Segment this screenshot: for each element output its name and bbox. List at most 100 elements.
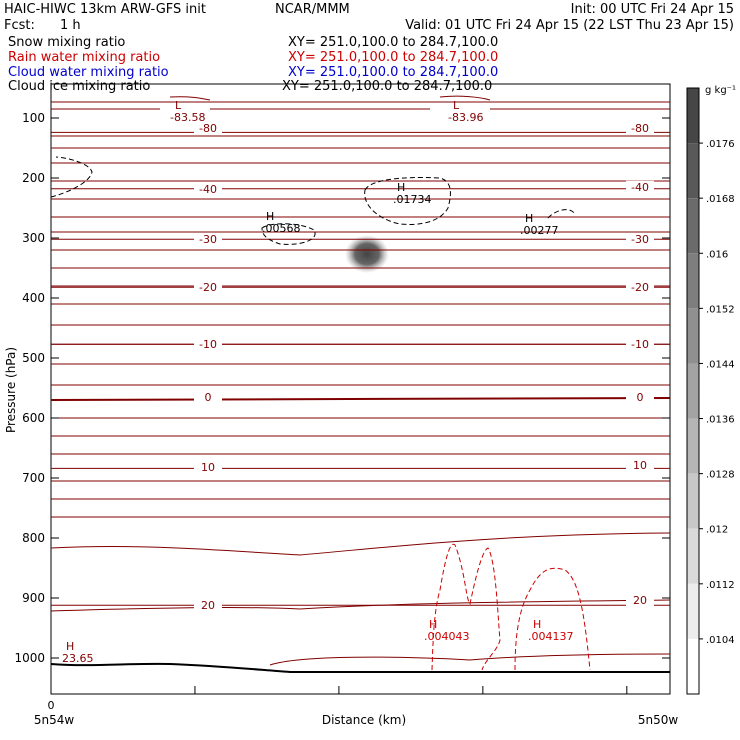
colorbar-tick-label: .0112 [706, 580, 735, 591]
y-tick-label: 100 [22, 111, 45, 125]
extremum-value: 23.65 [62, 652, 94, 665]
snow-contour-1 [50, 156, 93, 198]
contour-label: -20 [631, 281, 649, 294]
y-tick-label: 400 [22, 291, 45, 305]
extremum-mark: H [525, 212, 533, 225]
contour-label: 10 [201, 461, 215, 474]
extremum-mark: H [66, 640, 74, 653]
extremum-value: .00568 [262, 222, 301, 235]
init-label: Init: 00 UTC Fri 24 Apr 15 [570, 2, 734, 17]
colorbar-tick-label: .0144 [706, 359, 735, 370]
y-tick-label: 700 [22, 471, 45, 485]
extremum-value: .004043 [424, 630, 470, 643]
contour-label-bg [626, 390, 654, 403]
colorbar-segment [687, 418, 699, 474]
field-name-1: Rain water mixing ratio [8, 50, 161, 65]
colorbar-frame [686, 87, 700, 695]
extremum-value: -83.96 [448, 111, 483, 124]
colorbar-tick-label: .0136 [706, 415, 735, 426]
model-title: HAIC-HIWC 13km ARW-GFS init [4, 2, 206, 17]
y-axis-label: Pressure (hPa) [4, 347, 18, 433]
y-tick-label: 200 [22, 171, 45, 185]
contour-label: 0 [637, 391, 644, 404]
contour-label: -40 [199, 183, 217, 196]
contour-label: -30 [631, 233, 649, 246]
colorbar-tick-label: .016 [706, 249, 728, 260]
field-xy-3: XY= 251.0,100.0 to 284.7,100.0 [282, 79, 493, 94]
y-tick-label: 1000 [14, 651, 45, 665]
contour-label-bg [194, 183, 222, 196]
extremum-mark: L [175, 99, 182, 112]
contour-label-bg [194, 390, 222, 403]
contour-label-bg [626, 180, 654, 193]
colorbar-segment [687, 198, 699, 254]
valid-label: Valid: 01 UTC Fri 24 Apr 15 (22 LST Thu … [405, 18, 734, 33]
plot-frame [50, 83, 671, 695]
contour-labels: -80 -80 -40 -40 -30 -30 -20 -20 -10 -10 0 0 10 10 20 20 [194, 122, 654, 612]
contour-label-bg [626, 594, 654, 607]
contour-label-bg [194, 122, 222, 134]
contour-label-bg [194, 233, 222, 245]
y-tick-label: 600 [22, 411, 45, 425]
zero-degree-contour [50, 397, 671, 402]
contour-label: -80 [199, 122, 217, 135]
extremum-mark: L [453, 99, 460, 112]
snow-contour-3 [261, 223, 316, 245]
colorbar-segment [687, 88, 699, 144]
contour-label-bg [626, 233, 654, 245]
contour-upper-surface [50, 599, 671, 612]
contour-label-bg [194, 599, 222, 611]
colorbar-tick-label: .0152 [706, 304, 735, 315]
colorbar-tick-label: .012 [706, 525, 728, 536]
colorbar-segment [687, 308, 699, 364]
fcst-value: 1 h [60, 18, 81, 33]
colorbar-unit: g kg⁻¹ [705, 85, 736, 96]
colorbar-segment [687, 528, 699, 584]
extremum-value: -83.58 [170, 111, 205, 124]
contour-label-bg [626, 338, 654, 350]
field-name-2: Cloud water mixing ratio [8, 65, 169, 80]
center-label: NCAR/MMM [275, 2, 350, 17]
field-name-3: Cloud ice mixing ratio [8, 79, 151, 94]
contour-top-3 [169, 95, 491, 101]
extremum-mark: H [266, 210, 274, 223]
contour-label: 20 [201, 599, 215, 612]
terrain-line [50, 662, 670, 673]
rain-contour-1 [431, 543, 501, 671]
extremum-value: .00277 [520, 224, 559, 237]
contour-label-bg [194, 461, 222, 473]
contour-label: 10 [633, 459, 647, 472]
contour-label: -20 [199, 281, 217, 294]
snow-contour-4 [547, 209, 576, 219]
x-endpoint-left: 5n54w [34, 713, 75, 727]
extremum-mark: H [397, 181, 405, 194]
y-tick-label: 300 [22, 231, 45, 245]
contour-label: -30 [199, 233, 217, 246]
x-tick-zero: 0 [48, 699, 55, 712]
snow-contour-2 [364, 177, 451, 225]
contour-label-bg [194, 281, 222, 293]
contour-label: -10 [199, 338, 217, 351]
fcst-label: Fcst: [4, 18, 35, 33]
colorbar-segment [687, 473, 699, 529]
contour-label: -10 [631, 338, 649, 351]
field-name-0: Snow mixing ratio [8, 35, 126, 50]
rain-contour-2 [514, 567, 591, 671]
x-endpoint-right: 5n50w [638, 713, 679, 727]
contour-label-bg [626, 122, 654, 134]
y-tick-label: 900 [22, 591, 45, 605]
colorbar-tick-label: .0128 [706, 470, 735, 481]
contour-label: 20 [633, 594, 647, 607]
y-tick-label: 800 [22, 531, 45, 545]
colorbar: .0176 .0168 .016 .0152 .0144 .0136 .0128 .012 .0… [687, 88, 735, 694]
field-xy-1: XY= 251.0,100.0 to 284.7,100.0 [288, 50, 499, 65]
colorbar-tick-label: .0176 [706, 139, 735, 150]
contour-label-bg [626, 281, 654, 293]
contour-800 [50, 532, 671, 556]
extrema-labels: L-83.58L-83.96H.01734H.00568H.00277H.004… [62, 99, 574, 665]
x-axis-ticks [50, 686, 628, 694]
colorbar-segment [687, 143, 699, 199]
contour-label-bg [194, 338, 222, 350]
